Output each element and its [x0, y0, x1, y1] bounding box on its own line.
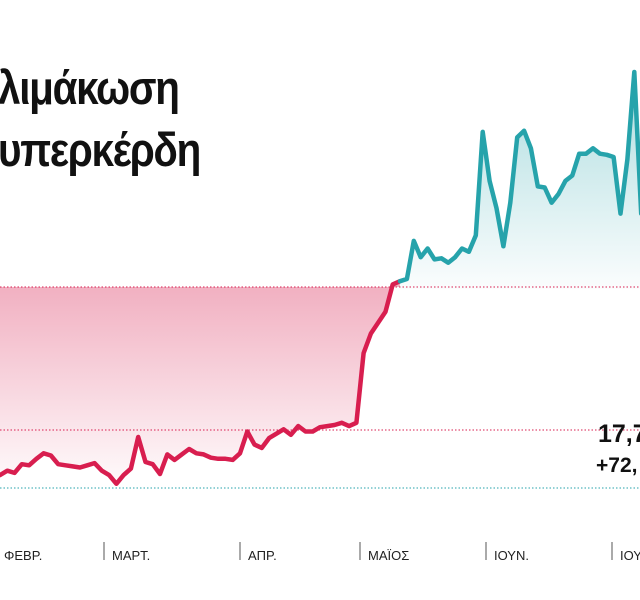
chart-title-line-1: λιμάκωση [0, 61, 180, 114]
x-tick-label: ΙΟΥΝ. [494, 548, 529, 563]
annotation-value: 17,7 [598, 420, 640, 448]
x-tick-label: ΑΠΡ. [248, 548, 277, 563]
before-area-fill [0, 281, 400, 484]
after-area-fill [400, 72, 640, 289]
series-line-before [0, 278, 403, 487]
chart-title-line-2: υπερκέρδη [0, 123, 201, 176]
x-tick-label: ΜΑΡΤ. [112, 548, 150, 563]
x-tick-label: ΜΑΪΟΣ [368, 548, 409, 563]
x-tick-label: ΦΕΒΡ. [4, 548, 42, 563]
x-tick-label: ΙΟΥ [620, 548, 640, 563]
series-line-after [397, 69, 640, 284]
annotation-change: +72, [596, 454, 637, 477]
